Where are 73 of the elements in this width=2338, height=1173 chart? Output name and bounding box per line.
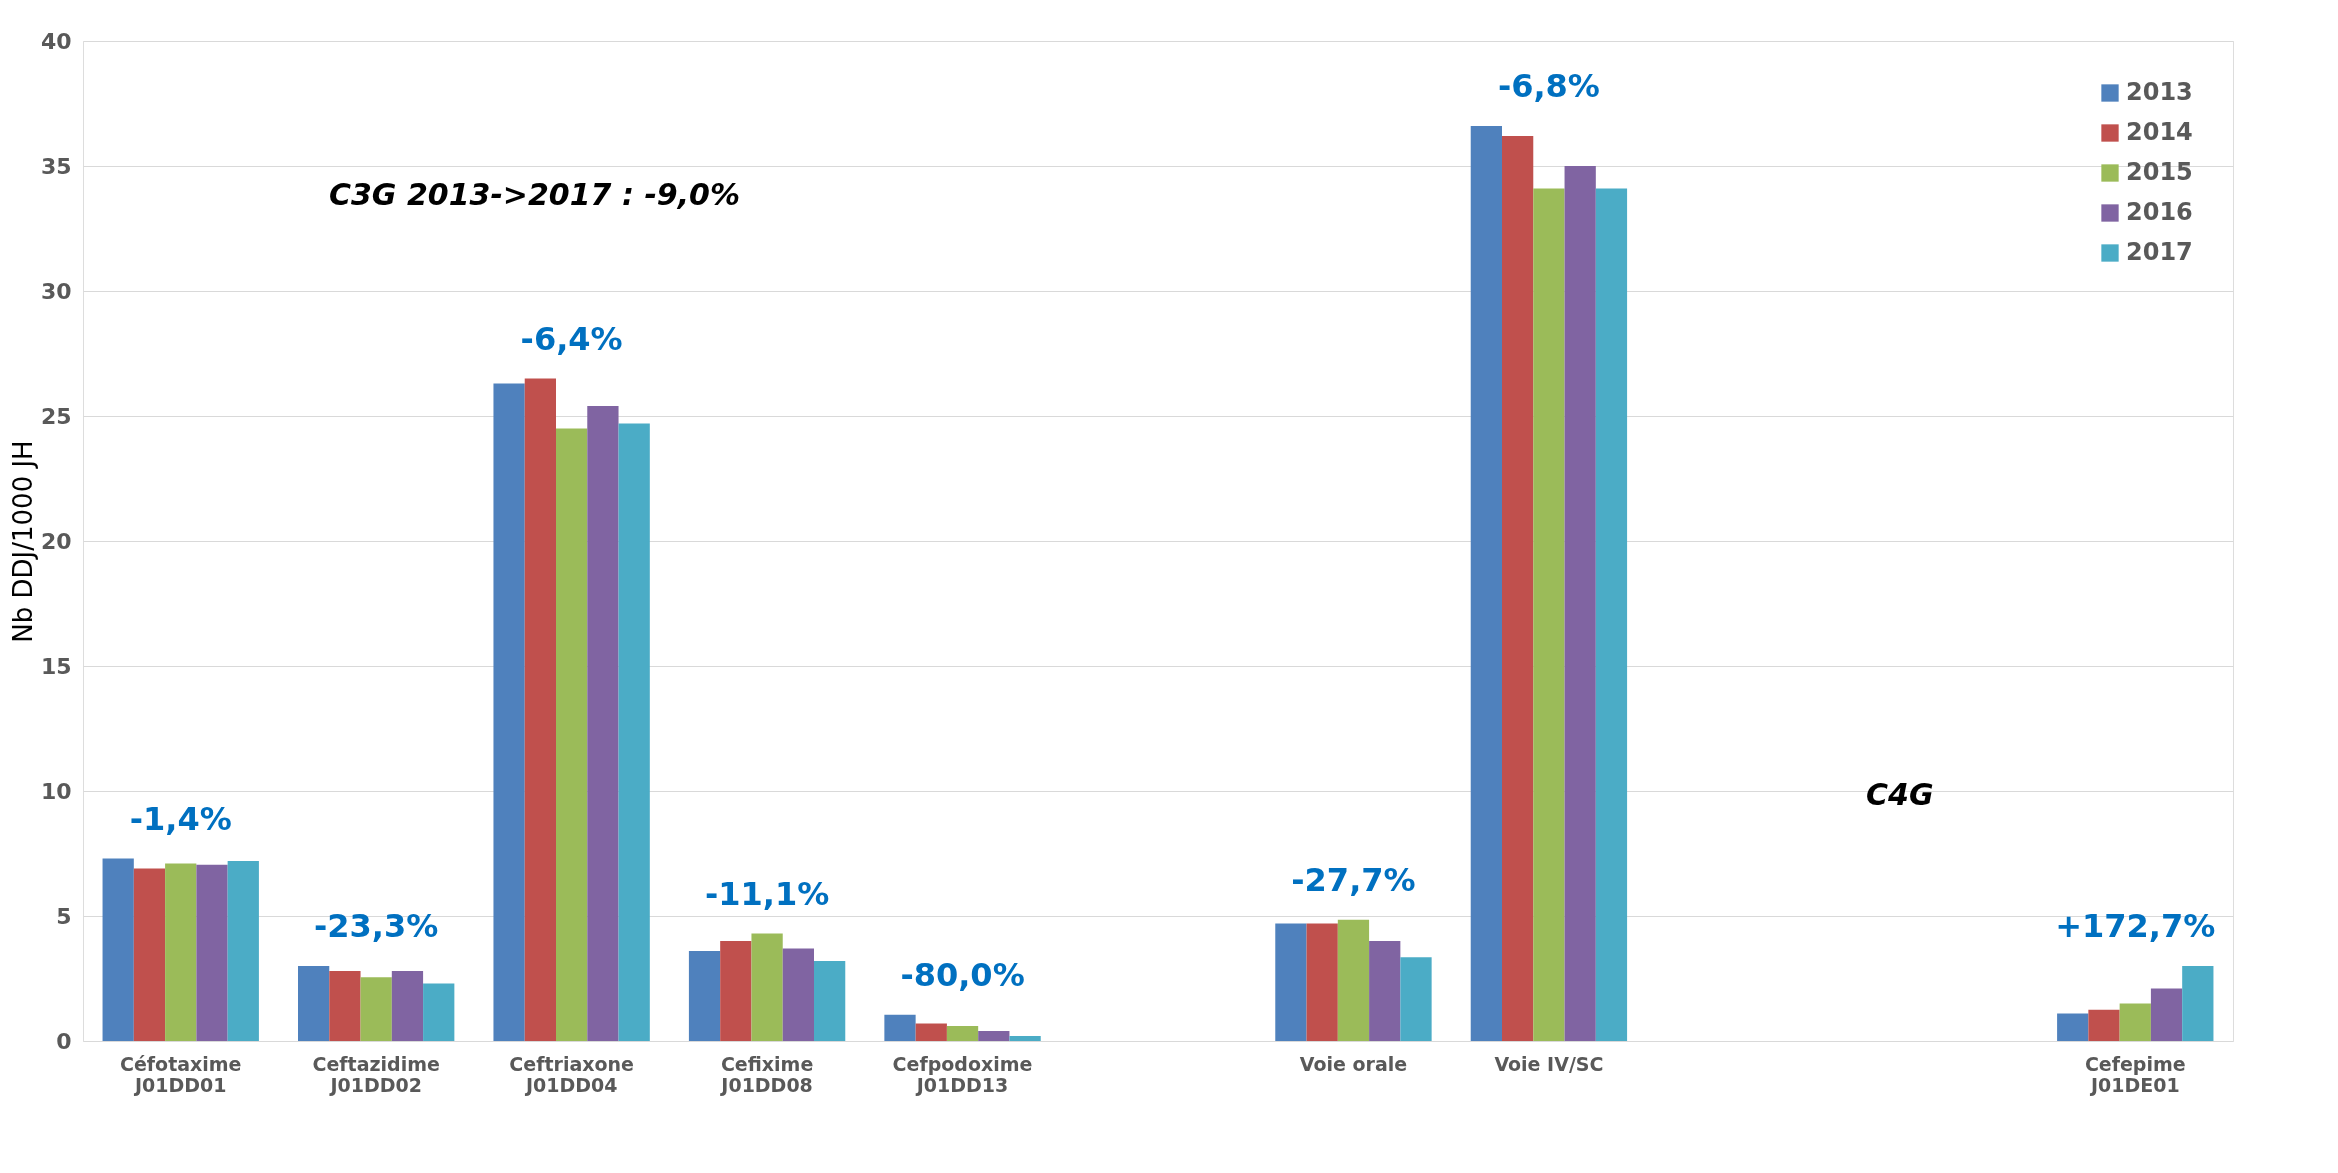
bar (915, 1023, 947, 1041)
y-tick-label: 0 (56, 1028, 72, 1054)
bar (1369, 941, 1401, 1041)
bar (2182, 966, 2214, 1041)
bar (360, 977, 392, 1041)
bar (1502, 136, 1534, 1041)
x-tick-label: Voie IV/SC (1494, 1052, 1604, 1075)
annotation: +172,7% (2055, 907, 2216, 945)
y-tick-label: 20 (40, 528, 72, 554)
legend-label: 2014 (2126, 118, 2193, 146)
x-tick-label: Cefepime J01DE01 (2084, 1052, 2186, 1096)
bar (618, 423, 650, 1041)
bar (884, 1014, 916, 1041)
x-tick-label: Cefixime J01DD08 (719, 1052, 814, 1096)
y-tick-label: 10 (40, 778, 72, 804)
y-tick-label: 35 (40, 153, 72, 179)
bar (1533, 188, 1565, 1041)
bar (720, 941, 752, 1041)
x-tick-label: Céfotaxime J01DD01 (119, 1052, 242, 1096)
annotation: -1,4% (129, 799, 232, 838)
legend-label: 2013 (2126, 78, 2193, 106)
y-axis-title: Nb DDJ/1000 JH (7, 440, 38, 643)
x-tick-label: Cefpodoxime J01DD13 (892, 1052, 1033, 1096)
x-tick-label: Ceftazidime J01DD02 (312, 1052, 440, 1096)
annotation: -27,7% (1291, 860, 1416, 899)
bar (556, 428, 588, 1041)
annotation: C3G 2013->2017 : -9,0% (328, 177, 741, 212)
annotation: -80,0% (900, 955, 1025, 994)
bar (978, 1031, 1010, 1041)
y-tick-label: 40 (40, 28, 72, 54)
bar (1009, 1036, 1041, 1041)
bar (298, 966, 330, 1041)
legend-label: 2017 (2126, 238, 2193, 266)
bar (751, 933, 783, 1041)
bar (227, 861, 259, 1041)
y-tick-label: 25 (40, 403, 72, 429)
bar (1400, 957, 1432, 1041)
annotation: -11,1% (704, 874, 830, 913)
bar (946, 1026, 979, 1041)
annotation: C4G (1865, 777, 1934, 812)
bar (782, 948, 814, 1041)
bar (1470, 126, 1502, 1041)
x-tick-label: Voie orale (1299, 1052, 1408, 1075)
annotation: -6,4% (520, 319, 623, 358)
bar (814, 961, 846, 1041)
legend-label: 2015 (2126, 158, 2193, 186)
bar (2057, 1013, 2089, 1041)
bar (1564, 166, 1596, 1041)
legend-label: 2016 (2126, 198, 2193, 226)
x-tick-label: Ceftriaxone J01DD04 (509, 1052, 634, 1096)
bar (1595, 188, 1628, 1041)
bar (1306, 923, 1338, 1041)
bar (2088, 1009, 2120, 1041)
bar (196, 864, 228, 1041)
bar (2150, 988, 2183, 1041)
bar (493, 383, 525, 1041)
bar (524, 378, 556, 1041)
bar (688, 951, 721, 1041)
bar (133, 868, 166, 1041)
bar (587, 406, 619, 1041)
bar (423, 983, 455, 1041)
bar (391, 971, 424, 1041)
annotation: -6,8% (1497, 67, 1600, 105)
bar (1337, 919, 1370, 1041)
bar (329, 971, 361, 1041)
bar (165, 863, 197, 1041)
bar (1275, 923, 1307, 1041)
bar (2119, 1003, 2151, 1041)
bar (102, 858, 134, 1041)
annotation: -23,3% (314, 907, 439, 945)
y-tick-label: 30 (40, 278, 72, 304)
y-tick-label: 5 (56, 903, 72, 929)
y-tick-label: 15 (40, 653, 72, 679)
